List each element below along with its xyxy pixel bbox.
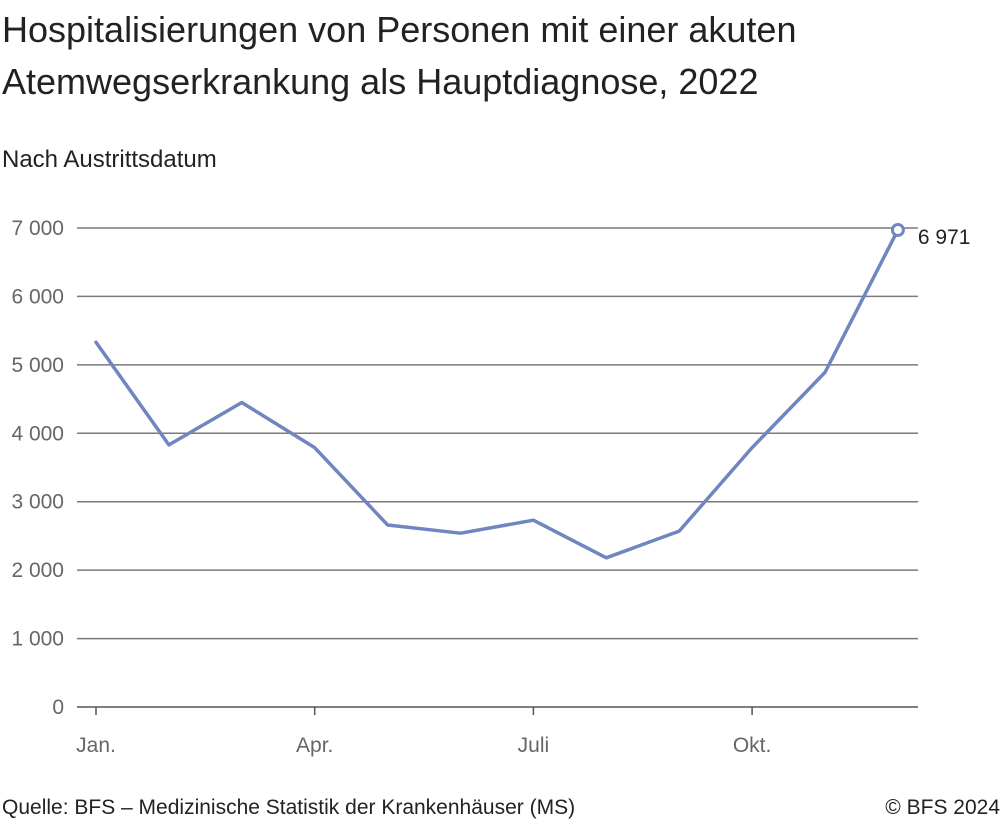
data-point-7 — [604, 556, 608, 560]
y-tick-label-5000: 5 000 — [11, 354, 64, 377]
data-point-4 — [386, 523, 390, 527]
data-point-6 — [531, 518, 535, 522]
x-tick-label-0: Jan. — [76, 734, 116, 757]
data-label-11: 6 971 — [918, 226, 971, 249]
line-chart: 0 1 000 2 000 3 000 4 000 5 000 6 000 7 000 Jan… — [0, 0, 1004, 790]
data-labels: 6 971 — [918, 226, 971, 249]
grid-lines — [77, 228, 918, 639]
data-point-0 — [94, 340, 98, 344]
copyright-note: © BFS 2024 — [885, 796, 1000, 820]
data-point-2 — [240, 400, 244, 404]
data-point-11 — [892, 224, 903, 235]
y-tick-label-0: 0 — [52, 696, 64, 719]
data-point-10 — [823, 370, 827, 374]
series-lines — [96, 230, 898, 558]
x-tick-label-9: Okt. — [733, 734, 772, 757]
x-tick-label-3: Apr. — [296, 734, 333, 757]
y-tick-label-7000: 7 000 — [11, 217, 64, 240]
y-tick-label-6000: 6 000 — [11, 285, 64, 308]
data-point-8 — [677, 529, 681, 533]
series-line-0 — [96, 230, 898, 558]
x-axis: Jan. Apr. Juli Okt. — [76, 707, 918, 757]
x-tick-label-6: Juli — [518, 734, 550, 757]
data-point-3 — [313, 446, 317, 450]
data-point-1 — [167, 443, 171, 447]
data-point-9 — [750, 446, 754, 450]
data-point-5 — [459, 531, 463, 535]
y-tick-label-4000: 4 000 — [11, 422, 64, 445]
y-tick-label-3000: 3 000 — [11, 491, 64, 514]
y-tick-label-2000: 2 000 — [11, 559, 64, 582]
source-note: Quelle: BFS – Medizinische Statistik der… — [2, 796, 575, 820]
data-points — [94, 224, 903, 559]
y-axis-tick-labels: 0 1 000 2 000 3 000 4 000 5 000 6 000 7 000 — [11, 217, 64, 719]
y-tick-label-1000: 1 000 — [11, 628, 64, 651]
